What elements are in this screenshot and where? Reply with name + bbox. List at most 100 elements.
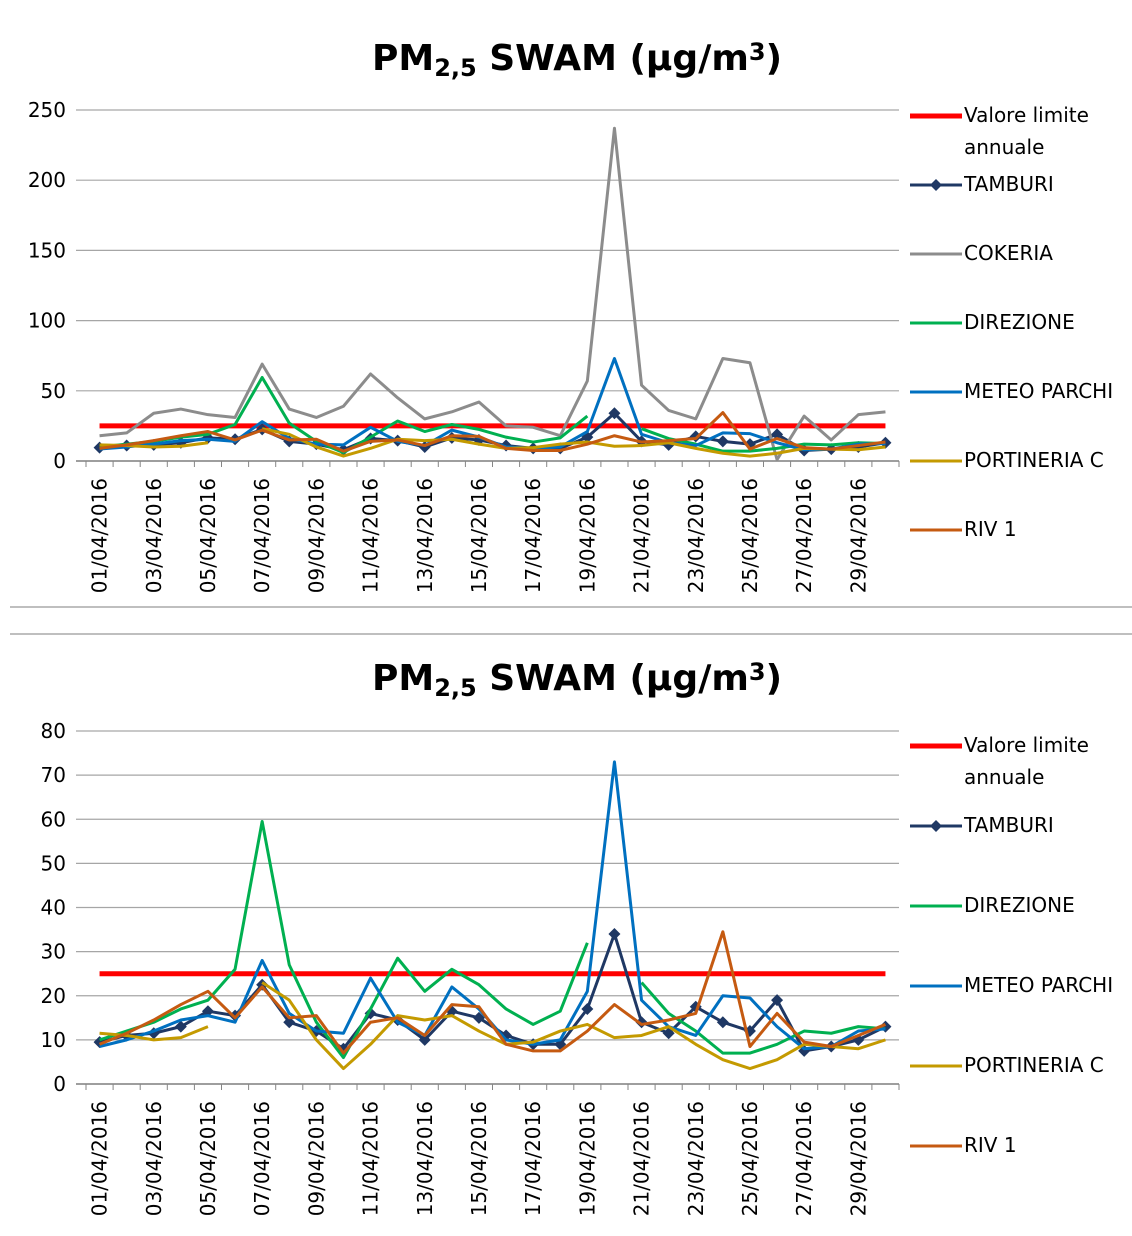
point-marker (716, 1016, 729, 1029)
x-tick-label: 09/04/2016 (304, 478, 328, 593)
x-tick-label: 27/04/2016 (792, 478, 816, 593)
legend-label: METEO PARCHI (964, 379, 1114, 403)
point-marker (771, 428, 784, 441)
point-marker (608, 407, 621, 420)
chart-title: PM2,5 SWAM (µg/m3) (372, 38, 782, 82)
y-tick-label: 30 (41, 940, 66, 964)
x-tick-label: 09/04/2016 (304, 1101, 328, 1216)
x-tick-label: 05/04/2016 (196, 478, 220, 593)
series-line (99, 126, 886, 462)
legend-item: PORTINERIA C (964, 448, 1104, 472)
title-part: PM (372, 658, 434, 699)
x-tick-label: 15/04/2016 (467, 1101, 491, 1216)
legend-label: DIREZIONE (964, 310, 1075, 334)
x-tick-label: 23/04/2016 (684, 1101, 708, 1216)
legend-item: PORTINERIA C (964, 1053, 1104, 1077)
x-tick-label: 23/04/2016 (684, 478, 708, 593)
legend-marker (930, 820, 942, 832)
title-part: SWAM (µg/m (477, 38, 749, 79)
legend-item: METEO PARCHI (964, 973, 1114, 997)
y-tick-label: 20 (41, 984, 66, 1008)
point-marker (581, 1002, 594, 1015)
point-marker (174, 1020, 187, 1033)
x-tick-label: 11/04/2016 (359, 1101, 383, 1216)
legend-item: RIV 1 (964, 517, 1017, 541)
title-part: ) (766, 658, 782, 699)
series-line (99, 981, 886, 1071)
legend-item: DIREZIONE (964, 893, 1075, 917)
legend-label: RIV 1 (964, 517, 1017, 541)
x-tick-label: 25/04/2016 (738, 1101, 762, 1216)
x-tick-label: 21/04/2016 (630, 1101, 654, 1216)
title-part: 2,5 (434, 54, 477, 82)
point-marker (608, 927, 621, 940)
series-line (99, 760, 886, 1051)
x-tick-label: 29/04/2016 (846, 1101, 870, 1216)
x-tick-label: 17/04/2016 (521, 1101, 545, 1216)
x-tick-label: 01/04/2016 (88, 1101, 112, 1216)
y-tick-label: 60 (41, 807, 66, 831)
title-part: 3 (749, 658, 766, 686)
series-line (99, 819, 886, 1060)
x-tick-label: 27/04/2016 (792, 1101, 816, 1216)
chart-title: PM2,5 SWAM (µg/m3) (372, 658, 782, 702)
legend-label: PORTINERIA C (964, 1053, 1104, 1077)
legend-label: RIV 1 (964, 1133, 1017, 1157)
legend-label: METEO PARCHI (964, 973, 1114, 997)
legend-item: COKERIA (964, 241, 1053, 265)
y-tick-label: 150 (28, 238, 66, 262)
legend-label: TAMBURI (964, 172, 1054, 196)
legend-marker (930, 179, 942, 191)
x-tick-label: 13/04/2016 (413, 478, 437, 593)
legend-label: Valore limite annuale (964, 103, 1089, 159)
y-tick-label: 50 (41, 379, 66, 403)
x-tick-label: 19/04/2016 (575, 478, 599, 593)
y-tick-label: 70 (41, 763, 66, 787)
legend-item: TAMBURI (964, 172, 1054, 196)
x-tick-label: 25/04/2016 (738, 478, 762, 593)
point-marker (418, 1033, 431, 1046)
x-tick-label: 21/04/2016 (630, 478, 654, 593)
point-marker (256, 978, 269, 991)
y-tick-label: 40 (41, 896, 66, 920)
point-marker (771, 994, 784, 1007)
title-part: 3 (749, 38, 766, 66)
point-marker (201, 1005, 214, 1018)
x-tick-label: 01/04/2016 (88, 478, 112, 593)
x-tick-label: 05/04/2016 (196, 1101, 220, 1216)
y-tick-label: 200 (28, 168, 66, 192)
x-tick-label: 13/04/2016 (413, 1101, 437, 1216)
x-tick-label: 17/04/2016 (521, 478, 545, 593)
legend-item: DIREZIONE (964, 310, 1075, 334)
x-tick-label: 19/04/2016 (575, 1101, 599, 1216)
point-marker (472, 1011, 485, 1024)
y-tick-label: 10 (41, 1028, 66, 1052)
legend-item: TAMBURI (964, 813, 1054, 837)
point-marker (283, 1016, 296, 1029)
y-tick-label: 0 (53, 1072, 66, 1096)
title-part: 2,5 (434, 674, 477, 702)
legend-item: Valore limite annuale (964, 103, 1089, 159)
x-tick-label: 29/04/2016 (846, 478, 870, 593)
legend-label: TAMBURI (964, 813, 1054, 837)
x-tick-label: 11/04/2016 (359, 478, 383, 593)
series-line (99, 357, 886, 452)
title-part: PM (372, 38, 434, 79)
y-tick-label: 0 (53, 449, 66, 473)
title-part: SWAM (µg/m (477, 658, 749, 699)
y-tick-label: 100 (28, 309, 66, 333)
series-line (98, 930, 887, 1055)
point-marker (716, 435, 729, 448)
series-line (99, 411, 886, 453)
legend-item: Valore limite annuale (964, 733, 1089, 789)
legend-label: DIREZIONE (964, 893, 1075, 917)
legend-item: METEO PARCHI (964, 379, 1114, 403)
y-tick-label: 250 (28, 98, 66, 122)
title-part: ) (766, 38, 782, 79)
x-tick-label: 07/04/2016 (250, 1101, 274, 1216)
y-tick-label: 80 (41, 719, 66, 743)
legend-label: PORTINERIA C (964, 448, 1104, 472)
legend-label: COKERIA (964, 241, 1053, 265)
